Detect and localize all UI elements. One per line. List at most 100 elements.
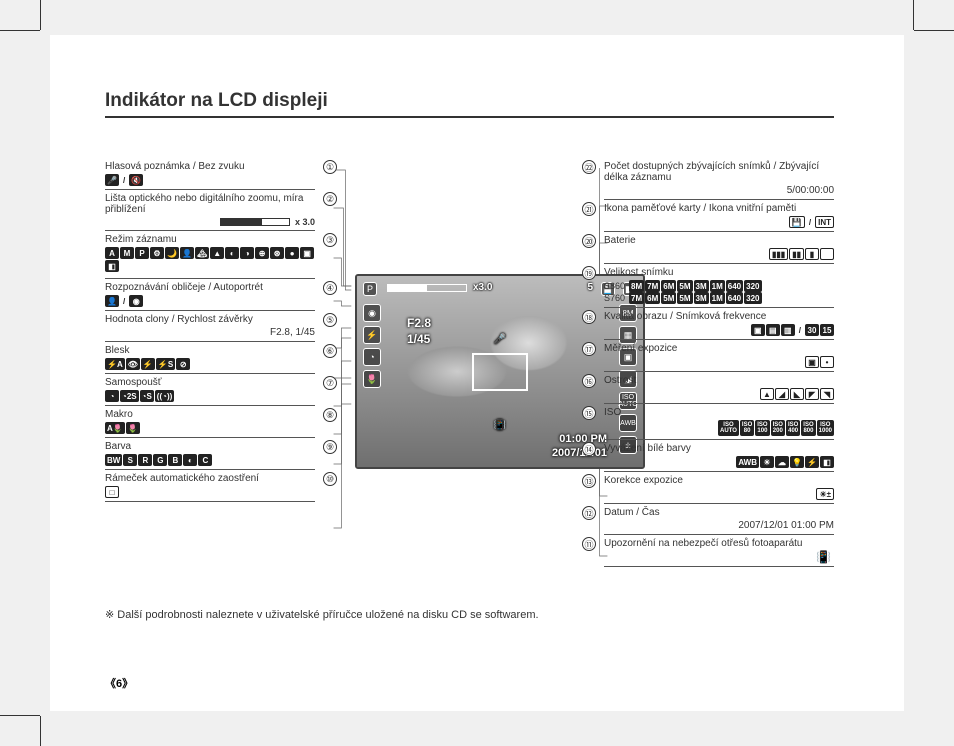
crop-mark bbox=[0, 30, 40, 31]
callout-number: ⑩ bbox=[323, 472, 337, 486]
callout-label: Korekce expozice bbox=[604, 475, 834, 486]
callout-number: ⑬ bbox=[582, 474, 596, 488]
callout-number: ⑱ bbox=[582, 310, 596, 324]
callout-label: Makro bbox=[105, 409, 315, 420]
callout-row: Kvalita obrazu / Snímková frekvence ▣▤▥/3… bbox=[604, 308, 834, 340]
icon-row: ◔◔2S◔S((◔)) bbox=[105, 390, 315, 402]
callout-number: ⑥ bbox=[323, 344, 337, 358]
callout-row: Ikona paměťové karty / Ikona vnitřní pam… bbox=[604, 200, 834, 232]
callout-label: Upozornění na nebezpečí otřesů fotoapará… bbox=[604, 538, 834, 549]
crop-mark bbox=[914, 30, 954, 31]
callout-row: Režim záznamuAMP⚙🌙👤🏔▲◐◑⊕⊛●▣◧③ bbox=[105, 231, 315, 279]
callout-row: Ostrost▲◢◣◤◥⑯ bbox=[604, 372, 834, 404]
callout-number: ⑲ bbox=[582, 266, 596, 280]
aperture-value: F2.8 bbox=[407, 316, 431, 330]
callout-number: ⑨ bbox=[323, 440, 337, 454]
macro-icon: 🌷 bbox=[363, 370, 381, 388]
timer-icon: ◔ bbox=[363, 348, 381, 366]
callout-number: ㉒ bbox=[582, 160, 596, 174]
callout-row: Rozpoznávání obličeje / Autoportrét👤/◉④ bbox=[105, 279, 315, 311]
callout-number: ① bbox=[323, 160, 337, 174]
zoom-value: x3.0 bbox=[473, 282, 492, 293]
af-frame bbox=[472, 353, 528, 391]
callout-row: Vyvážení bílé barvyAWB☀☁💡⚡◧⑭ bbox=[604, 440, 834, 472]
callout-row: Hodnota clony / Rychlost závěrky F2.8, 1/… bbox=[105, 311, 315, 342]
icon-row: BWSRGB◐C bbox=[105, 454, 315, 466]
face-icon: ◉ bbox=[363, 304, 381, 322]
zoom-bar-icon bbox=[387, 284, 467, 292]
callout-value: 2007/12/01 01:00 PM bbox=[604, 520, 834, 531]
callout-number: ⑪ bbox=[582, 537, 596, 551]
shots-left: 5 bbox=[587, 282, 593, 293]
icon-row: 👤/◉ bbox=[105, 295, 315, 307]
callout-number: ⑧ bbox=[323, 408, 337, 422]
callout-label: Režim záznamu bbox=[105, 234, 315, 245]
callout-label: Blesk bbox=[105, 345, 315, 356]
callout-value: F2.8, 1/45 bbox=[105, 327, 315, 338]
callout-number: ⑭ bbox=[582, 442, 596, 456]
callout-label: Ostrost bbox=[604, 375, 834, 386]
callout-row: Baterie▮▮▮▮▮▮ ⑳ bbox=[604, 232, 834, 264]
callout-label: Rámeček automatického zaostření bbox=[105, 473, 315, 484]
callout-row: BarvaBWSRGB◐C⑨ bbox=[105, 438, 315, 470]
lcd-screen: P x3.0 5 💾 ▮▮ ◉ ⚡ ◔ 🌷 F2.8 1/45 🎤 8M ▦ ▣ bbox=[355, 274, 645, 469]
callout-label: Hlasová poznámka / Bez zvuku bbox=[105, 161, 315, 172]
size-row: S8608M7M6M5M3M1M640320 bbox=[604, 280, 834, 292]
flash-icon: ⚡ bbox=[363, 326, 381, 344]
page-title: Indikátor na LCD displeji bbox=[105, 90, 834, 118]
crop-mark bbox=[40, 0, 41, 30]
callout-label: Počet dostupných zbývajících snímků / Zb… bbox=[604, 161, 834, 183]
callout-row: MakroA🌷🌷⑧ bbox=[105, 406, 315, 438]
icon-row: ☀± bbox=[604, 488, 834, 500]
lcd-diagram: P x3.0 5 💾 ▮▮ ◉ ⚡ ◔ 🌷 F2.8 1/45 🎤 8M ▦ ▣ bbox=[105, 168, 834, 598]
callout-number: ㉑ bbox=[582, 202, 596, 216]
callout-label: Vyvážení bílé barvy bbox=[604, 443, 834, 454]
callout-row: Lišta optického nebo digitálního zoomu, … bbox=[105, 190, 315, 231]
callout-label: Datum / Čas bbox=[604, 507, 834, 518]
callout-number: ③ bbox=[323, 233, 337, 247]
callout-label: Velikost snímku bbox=[604, 267, 834, 278]
callout-label: Měření expozice bbox=[604, 343, 834, 354]
icon-row: □ bbox=[105, 486, 315, 498]
icon-row: ⚡A👁⚡⚡S⊘ bbox=[105, 358, 315, 370]
right-callouts: Počet dostupných zbývajících snímků / Zb… bbox=[604, 158, 834, 567]
size-row: S7607M6M5M5M3M1M640320 bbox=[604, 292, 834, 304]
mic-icon: 🎤 bbox=[494, 334, 506, 345]
callout-row: Velikost snímku S8608M7M6M5M3M1M640320S76… bbox=[604, 264, 834, 308]
callout-label: Samospoušť bbox=[105, 377, 315, 388]
callout-number: ⑫ bbox=[582, 506, 596, 520]
callout-label: Baterie bbox=[604, 235, 834, 246]
icon-row: ▲◢◣◤◥ bbox=[604, 388, 834, 400]
callout-number: ⑦ bbox=[323, 376, 337, 390]
footnote: ※ Další podrobnosti naleznete v uživatel… bbox=[105, 608, 834, 621]
callout-row: Počet dostupných zbývajících snímků / Zb… bbox=[604, 158, 834, 200]
page-number: 《6》 bbox=[105, 675, 133, 691]
callout-label: Barva bbox=[105, 441, 315, 452]
icon-row: AWB☀☁💡⚡◧ bbox=[604, 456, 834, 468]
callout-number: ⑮ bbox=[582, 406, 596, 420]
callout-number: ⑤ bbox=[323, 313, 337, 327]
manual-page: Indikátor na LCD displeji bbox=[50, 35, 904, 711]
shutter-value: 1/45 bbox=[407, 332, 430, 346]
icon-row: ISOAUTOISO80ISO100ISO200ISO400ISO800ISO1… bbox=[604, 420, 834, 436]
callout-row: Upozornění na nebezpečí otřesů fotoapará… bbox=[604, 535, 834, 567]
icon-row: A🌷🌷 bbox=[105, 422, 315, 434]
callout-number: ⑳ bbox=[582, 234, 596, 248]
callout-row: ISOISOAUTOISO80ISO100ISO200ISO400ISO800I… bbox=[604, 404, 834, 440]
icon-row: AMP⚙🌙👤🏔▲◐◑⊕⊛●▣◧ bbox=[105, 247, 315, 272]
callout-value: 5/00:00:00 bbox=[604, 185, 834, 196]
callout-label: Hodnota clony / Rychlost závěrky bbox=[105, 314, 315, 325]
icon-row: 🎤/🔇 bbox=[105, 174, 315, 186]
icon-row: ▣▤▥/3015 bbox=[604, 324, 834, 336]
callout-label: Rozpoznávání obličeje / Autoportrét bbox=[105, 282, 315, 293]
callout-row: Hlasová poznámka / Bez zvuku🎤/🔇① bbox=[105, 158, 315, 190]
callout-row: Rámeček automatického zaostření□⑩ bbox=[105, 470, 315, 502]
callout-label: Kvalita obrazu / Snímková frekvence bbox=[604, 311, 834, 322]
callout-label: Ikona paměťové karty / Ikona vnitřní pam… bbox=[604, 203, 834, 214]
left-callouts: Hlasová poznámka / Bez zvuku🎤/🔇①Lišta op… bbox=[105, 158, 315, 502]
icon-row: ▣• bbox=[604, 356, 834, 368]
date-value: 2007/12/01 bbox=[552, 447, 607, 459]
crop-mark bbox=[40, 716, 41, 746]
icon-row: 📳 bbox=[604, 551, 834, 563]
callout-row: Datum / Čas2007/12/01 01:00 PM⑫ bbox=[604, 504, 834, 535]
